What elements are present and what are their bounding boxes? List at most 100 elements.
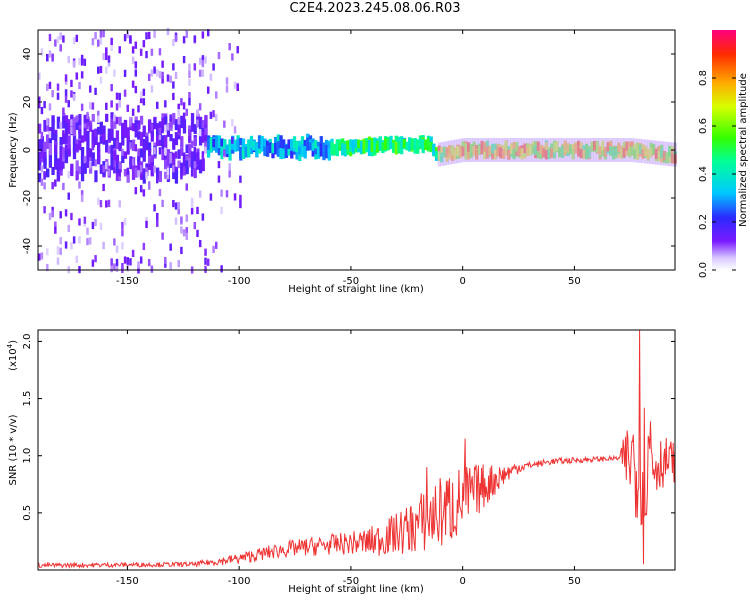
spectrogram-cell: [204, 257, 207, 265]
spectrogram-cell: [646, 139, 651, 164]
spectrogram-cell: [158, 71, 162, 79]
spectrogram-cell: [88, 120, 92, 128]
spectrogram-cell: [392, 142, 396, 153]
spectrogram-cell: [105, 139, 109, 151]
spectrogram-cell: [115, 154, 120, 164]
spectrogram-cell: [48, 103, 52, 111]
spectrogram-cell: [174, 202, 178, 210]
spectrogram-cell: [182, 166, 187, 176]
spectrogram-cell: [91, 259, 95, 267]
spectrogram-cell: [64, 74, 68, 82]
spectrogram-cell: [209, 137, 213, 152]
spectrogram-cell: [190, 123, 195, 132]
spectrogram-cell: [164, 256, 167, 265]
spectrogram-cell: [228, 147, 232, 161]
spectrogram-cell: [131, 169, 136, 180]
spectrogram-cell: [153, 204, 156, 212]
spectrogram-cell: [375, 144, 380, 152]
spectrogram-cell: [233, 193, 237, 201]
spectrogram-cell: [201, 158, 205, 172]
spectrogram-cell: [177, 201, 180, 210]
spectrogram-cell: [78, 114, 82, 126]
spectrogram-cell: [48, 135, 53, 144]
spectrogram-cell: [83, 161, 87, 174]
spectrogram-cell: [121, 242, 124, 250]
spectrogram-cell: [56, 158, 61, 169]
spectrogram-cell: [150, 132, 154, 142]
spectrogram-cell: [327, 142, 331, 153]
spectrogram-cell: [408, 137, 412, 151]
spectrogram-cell: [83, 127, 87, 135]
spectrogram-cell: [72, 142, 77, 153]
spectrogram-cell: [113, 238, 116, 246]
spectrogram-cell: [131, 108, 135, 116]
spectrogram-cell: [56, 116, 61, 129]
spectrogram-cell: [333, 144, 337, 156]
spectrogram-cell: [630, 138, 635, 163]
spectrogram-cell: [161, 60, 164, 68]
spectrogram-cell: [290, 139, 294, 151]
spectrogram-cell: [56, 36, 60, 44]
spectrogram-cell: [113, 69, 116, 77]
spectrogram-cell: [43, 151, 47, 164]
spectrogram-cell: [86, 130, 90, 141]
spectrogram-cell: [255, 142, 259, 157]
spectrogram-cell: [99, 121, 103, 135]
spectrogram-cell: [67, 100, 71, 108]
spectrogram-cell: [91, 152, 95, 166]
spectrogram-cell: [54, 161, 58, 170]
spectrogram-cell: [193, 124, 197, 135]
spectrogram-cell: [577, 138, 581, 162]
spectrogram-cell: [88, 102, 92, 110]
spectrogram-cell: [193, 222, 197, 230]
spectrogram-cell: [67, 224, 71, 233]
spectrogram-cell: [99, 65, 103, 74]
spectrogram-cell: [276, 141, 280, 150]
spectrogram-cell: [198, 190, 202, 198]
y-tick-label: 1.5: [22, 391, 33, 407]
spectrogram-cell: [113, 150, 117, 161]
spectrogram-cell: [172, 138, 176, 150]
spectrogram-cell: [496, 138, 500, 162]
spectrogram-cell: [539, 138, 543, 162]
spectrogram-cell: [142, 169, 146, 184]
spectrogram-cell: [193, 166, 197, 179]
spectrogram-cell: [70, 79, 73, 88]
spectrogram-cell: [566, 138, 570, 162]
spectrogram-cell: [164, 171, 167, 179]
spectrogram-cell: [54, 132, 58, 147]
spectrogram-cell: [180, 246, 183, 255]
spectrogram-cell: [67, 171, 71, 179]
spectrogram-cell: [40, 252, 44, 260]
spectrogram-cell: [145, 220, 148, 229]
spectrogram-cell: [182, 126, 187, 134]
spectrogram-cell: [129, 156, 133, 165]
spectrogram-cell: [94, 134, 98, 145]
spectrogram-cell: [86, 227, 89, 235]
spectrogram-cell: [182, 55, 186, 64]
spectrogram-cell: [62, 161, 65, 169]
spectrogram-cell: [139, 91, 143, 99]
spectrogram-cell: [220, 138, 224, 147]
spectrogram-cell: [220, 143, 224, 156]
spectrogram-cell: [303, 145, 307, 159]
spectrogram-cell: [282, 148, 286, 159]
spectrogram-cell: [94, 218, 97, 227]
spectrogram-cell: [78, 57, 81, 65]
spectrogram-cell: [105, 161, 108, 170]
spectrogram-cell: [113, 160, 116, 168]
spectrogram-cell: [161, 141, 165, 150]
spectrogram-cell: [142, 168, 146, 176]
spectrogram-x-label: Height of straight line (km): [288, 284, 424, 295]
spectrogram-cell: [459, 138, 463, 163]
spectrogram-cell: [118, 173, 121, 182]
spectrogram-cell: [131, 56, 135, 64]
spectrogram-cell: [225, 190, 229, 198]
spectrogram-cell: [316, 146, 321, 159]
spectrogram-cell: [196, 229, 199, 238]
spectrogram-cell: [440, 142, 444, 166]
spectrogram-cell: [94, 170, 98, 183]
spectrogram-cell: [300, 136, 305, 151]
spectrogram-cell: [480, 138, 484, 162]
spectrogram-cell: [40, 144, 44, 159]
